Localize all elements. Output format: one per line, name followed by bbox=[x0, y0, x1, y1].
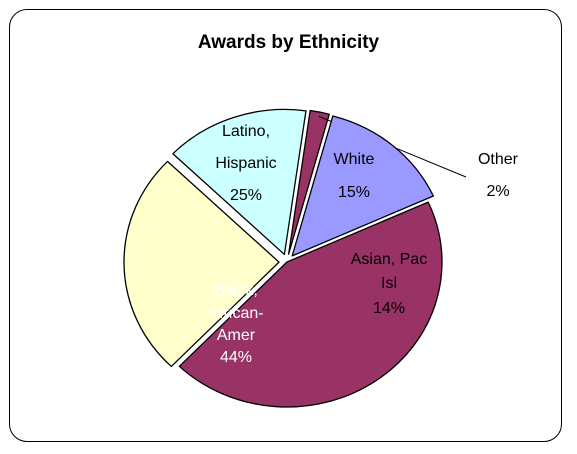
data-label-latino-hispanic-2: 25% bbox=[230, 187, 262, 204]
data-label-black-african-amer-2: Amer bbox=[217, 327, 256, 344]
data-label-black-african-amer-0: Black, bbox=[214, 282, 258, 299]
pie-slice-asian-pac-isl bbox=[291, 115, 434, 257]
data-label-asian-pac-isl-2: 14% bbox=[373, 300, 405, 317]
pie-slice-white bbox=[172, 108, 307, 256]
pie-slice-black-african-amer bbox=[178, 201, 443, 408]
data-label-latino-hispanic-0: Latino, bbox=[222, 123, 270, 140]
data-label-other-1: 2% bbox=[486, 183, 509, 200]
data-label-other-0: Other bbox=[478, 151, 519, 168]
pie-slice-latino-hispanic bbox=[123, 160, 280, 368]
data-label-asian-pac-isl-0: Asian, Pac bbox=[351, 251, 427, 268]
pie-slice-other bbox=[287, 109, 330, 255]
data-label-white-1: 15% bbox=[338, 184, 370, 201]
chart-title: Awards by Ethnicity bbox=[197, 32, 380, 53]
data-label-black-african-amer-1: African- bbox=[208, 305, 263, 322]
data-label-white-0: White bbox=[334, 151, 375, 168]
data-label-latino-hispanic-1: Hispanic bbox=[215, 155, 276, 172]
data-label-black-african-amer-3: 44% bbox=[220, 349, 252, 366]
data-label-asian-pac-isl-1: Isl bbox=[381, 275, 397, 292]
